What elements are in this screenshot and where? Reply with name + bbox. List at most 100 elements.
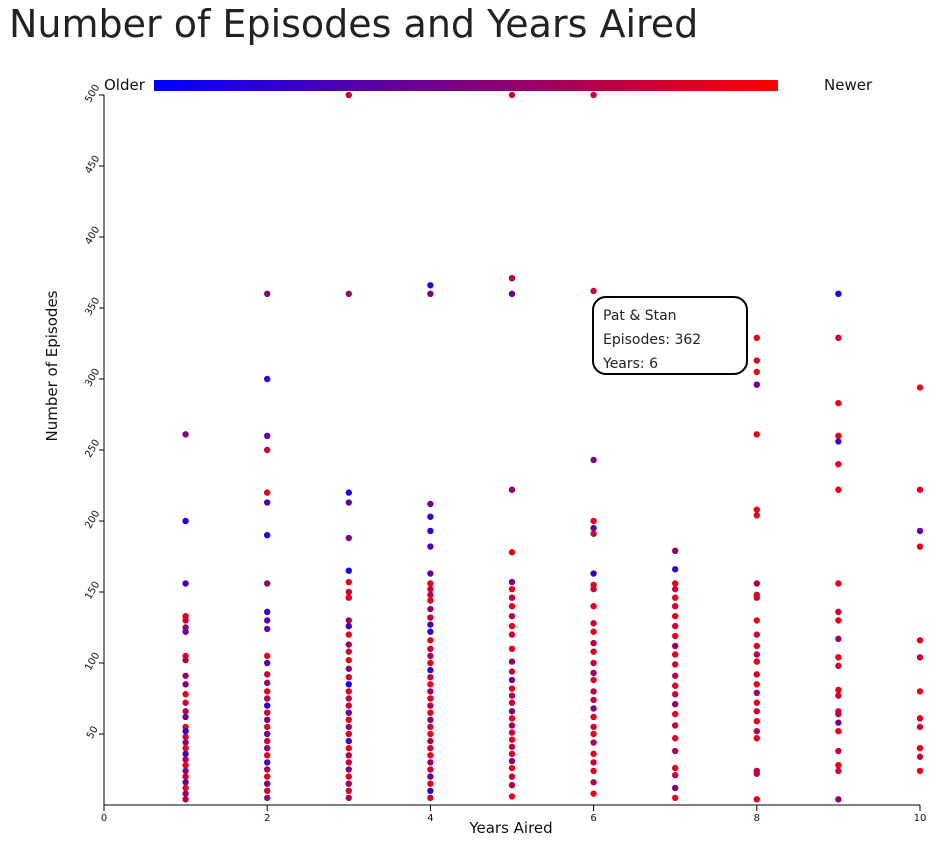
data-point (264, 766, 271, 773)
legend-newer-label: Newer (824, 76, 873, 94)
data-point (672, 722, 679, 729)
data-point (345, 588, 352, 596)
data-point (264, 794, 271, 802)
data-point (345, 578, 352, 586)
data-point (508, 750, 516, 758)
legend-older-label: Older (104, 76, 145, 94)
data-point (264, 745, 271, 752)
data-point (835, 290, 842, 297)
data-point (672, 661, 679, 668)
data-point (427, 628, 434, 635)
data-point (427, 597, 434, 604)
data-point (427, 605, 434, 613)
data-point (508, 612, 516, 620)
data-point (427, 681, 434, 688)
data-point (427, 543, 434, 550)
data-point (753, 580, 760, 587)
x-tick-label: 8 (754, 813, 760, 824)
data-point (590, 730, 597, 738)
data-point (264, 580, 271, 587)
data-point (590, 91, 597, 99)
data-point (345, 780, 352, 787)
data-point (427, 766, 434, 773)
data-point (590, 570, 597, 577)
data-point (753, 431, 760, 438)
data-point (427, 745, 434, 752)
data-point (345, 641, 352, 648)
data-point (508, 585, 516, 593)
data-point (916, 745, 924, 752)
data-point (590, 723, 597, 731)
data-point (835, 692, 842, 699)
data-point (264, 679, 271, 687)
data-point (672, 632, 679, 640)
data-point (753, 651, 760, 658)
data-point (345, 709, 352, 716)
data-point (835, 461, 842, 468)
data-point (753, 506, 760, 513)
data-point (835, 762, 842, 769)
data-point (508, 486, 516, 493)
data-point (508, 699, 516, 706)
data-point (835, 432, 842, 439)
data-point (182, 580, 189, 587)
data-point (264, 709, 271, 716)
data-point (345, 91, 352, 99)
data-point (753, 631, 760, 638)
data-point (182, 779, 189, 786)
data-point (182, 699, 189, 706)
data-point (264, 773, 271, 780)
x-axis-label: Years Aired (468, 819, 552, 837)
data-point (427, 585, 434, 593)
data-point (508, 743, 516, 750)
data-point (427, 282, 434, 289)
data-point (345, 631, 352, 638)
data-point (508, 631, 516, 638)
data-point (264, 659, 271, 667)
x-tick-label: 0 (101, 813, 107, 824)
data-point (508, 715, 516, 722)
data-point (264, 752, 271, 759)
data-point (345, 723, 352, 731)
color-legend-bar (154, 80, 778, 91)
data-point (672, 651, 679, 658)
data-point (508, 274, 516, 282)
data-point (672, 794, 679, 802)
data-point (264, 625, 271, 633)
data-point (590, 585, 597, 593)
data-point (590, 517, 597, 525)
data-point (672, 594, 679, 601)
data-point (345, 773, 352, 780)
data-point (590, 648, 597, 655)
data-point (345, 648, 352, 655)
data-point (345, 594, 352, 601)
data-point (835, 617, 842, 624)
data-point (345, 752, 352, 759)
y-tick-label: 450 (83, 154, 102, 176)
data-point (264, 489, 271, 496)
data-point (753, 381, 760, 388)
data-point (508, 729, 516, 736)
data-point (672, 784, 679, 792)
data-point (916, 637, 924, 644)
data-point (508, 676, 516, 684)
data-point (916, 753, 924, 760)
x-tick-label: 2 (264, 813, 270, 824)
point-tooltip: Pat & Stan Episodes: 362 Years: 6 (592, 296, 748, 375)
data-point (835, 635, 842, 643)
data-point (672, 642, 679, 650)
data-point (835, 686, 842, 694)
y-axis-label: Number of Episodes (43, 290, 61, 441)
y-tick-label: 350 (83, 296, 102, 318)
data-point (916, 543, 924, 550)
data-point (835, 662, 842, 670)
y-tick-label: 400 (83, 225, 102, 247)
data-point (753, 735, 760, 742)
data-point (345, 681, 352, 688)
tooltip-years: Years: 6 (603, 356, 659, 372)
data-point (835, 486, 842, 493)
data-point (590, 739, 597, 746)
data-point (427, 695, 434, 702)
data-point (835, 747, 842, 755)
